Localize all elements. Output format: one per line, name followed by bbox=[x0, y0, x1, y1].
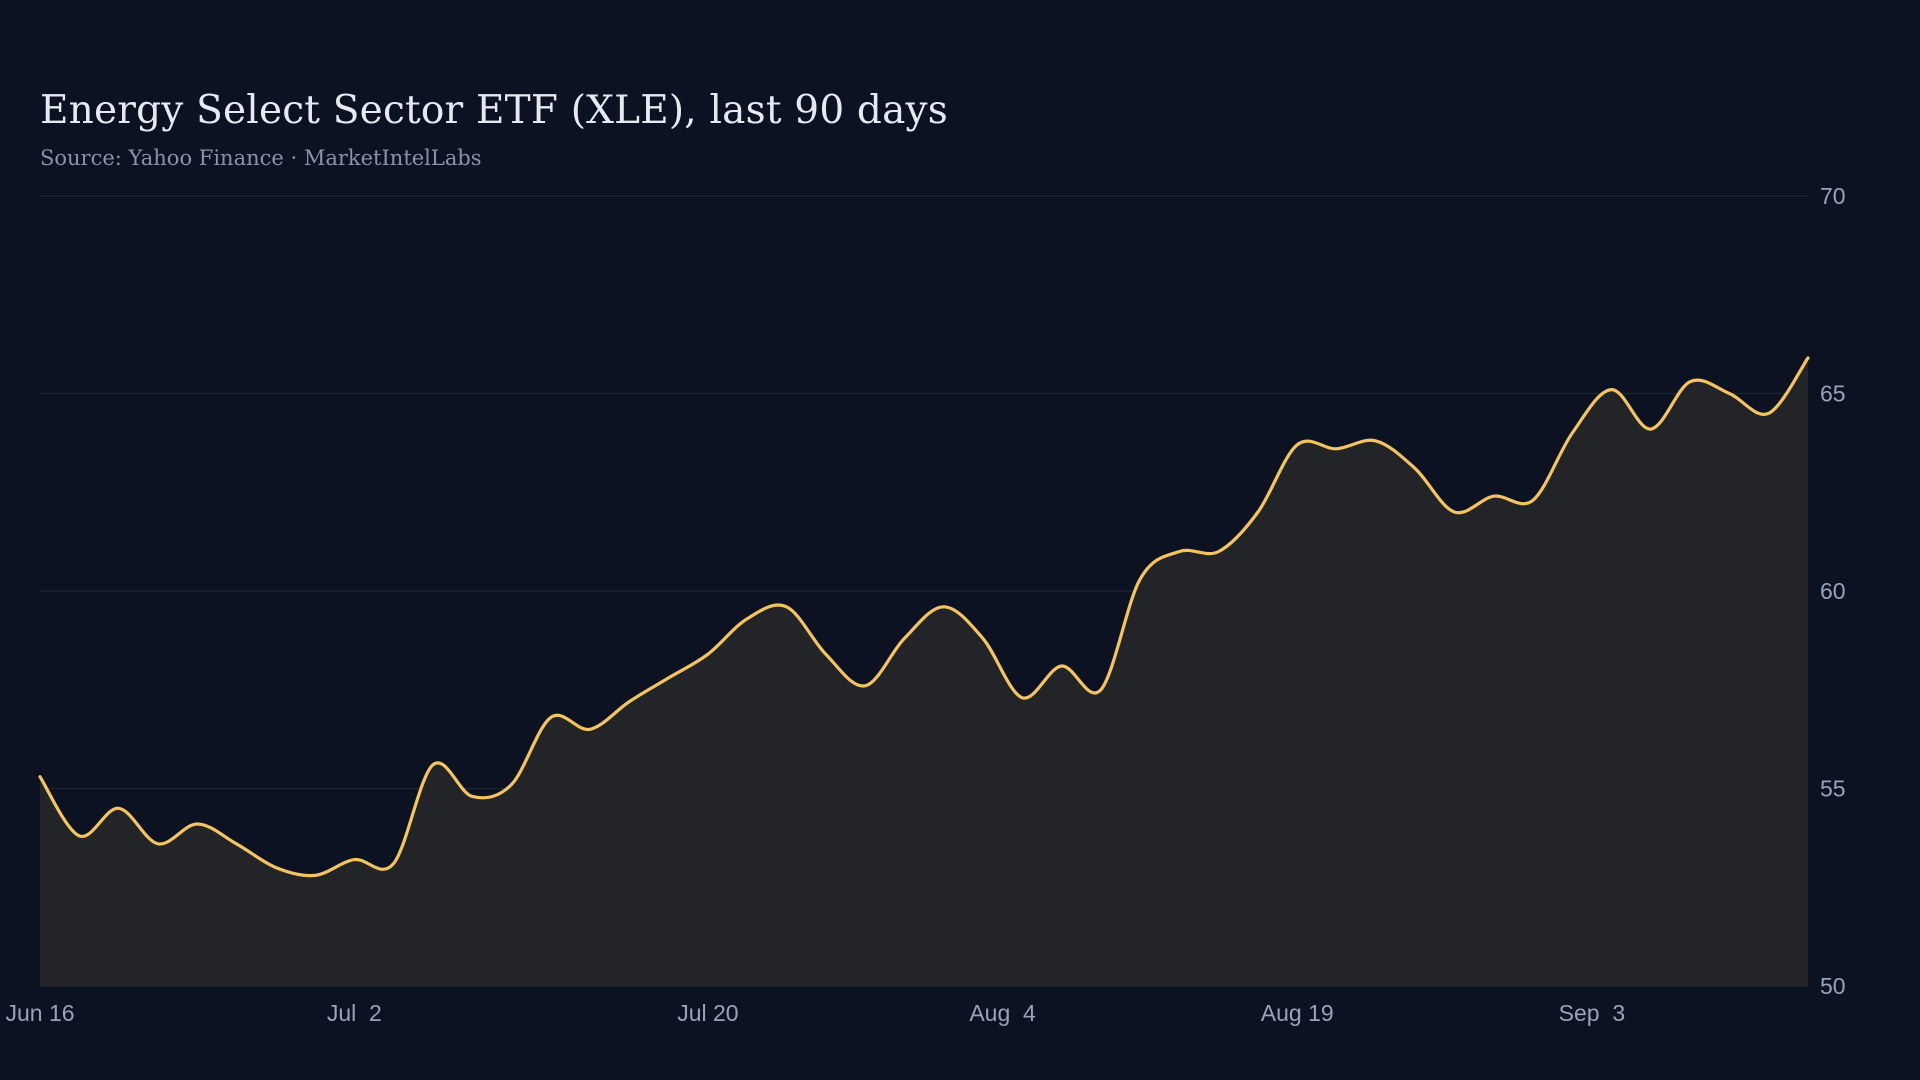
x-tick-label-2: Jul 20 bbox=[677, 1000, 738, 1026]
x-tick-label-1: Jul 2 bbox=[327, 1000, 382, 1026]
chart-subtitle: Source: Yahoo Finance · MarketIntelLabs bbox=[40, 146, 482, 170]
x-tick-label-0: Jun 16 bbox=[5, 1000, 74, 1026]
y-tick-label-2: 60 bbox=[1820, 578, 1846, 604]
x-tick-label-5: Sep 3 bbox=[1559, 1000, 1626, 1026]
y-tick-label-0: 50 bbox=[1820, 973, 1846, 999]
y-tick-label-4: 70 bbox=[1820, 183, 1846, 209]
y-tick-label-3: 65 bbox=[1820, 381, 1846, 407]
x-tick-label-3: Aug 4 bbox=[969, 1000, 1036, 1026]
price-area-fill bbox=[40, 357, 1808, 986]
y-tick-label-1: 55 bbox=[1820, 776, 1846, 802]
price-line bbox=[38, 356, 1810, 878]
chart-title: Energy Select Sector ETF (XLE), last 90 … bbox=[40, 88, 948, 133]
x-tick-label-4: Aug 19 bbox=[1261, 1000, 1334, 1026]
